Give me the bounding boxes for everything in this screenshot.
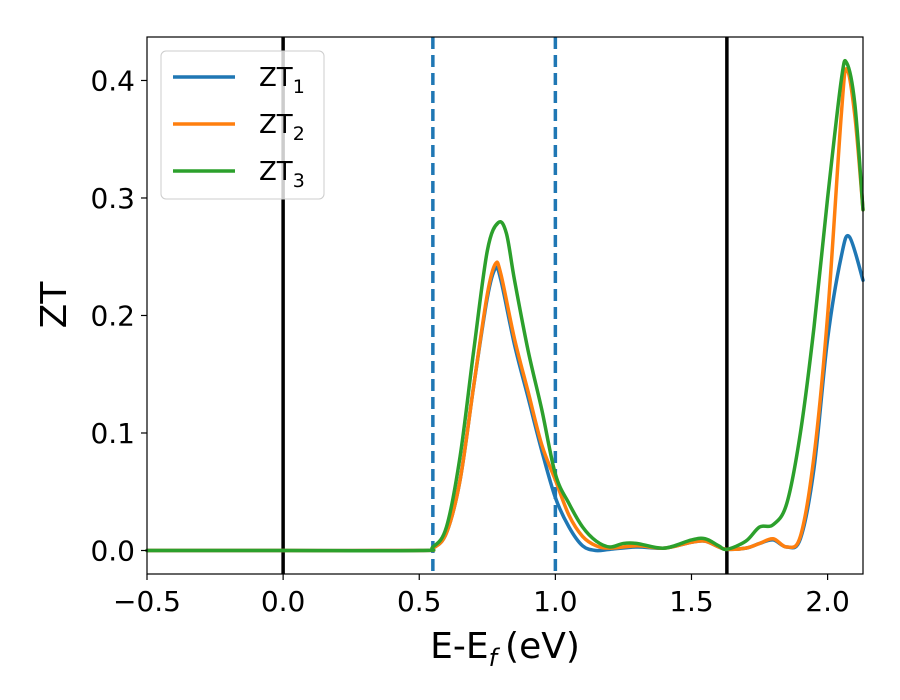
x-axis-label-unit: (eV) bbox=[505, 626, 580, 667]
y-axis-label: ZT bbox=[34, 281, 75, 329]
legend-label-zt2: ZT2 bbox=[259, 110, 305, 145]
x-axis-label: E-Ef (eV) bbox=[430, 626, 580, 672]
x-tick-label: 0.5 bbox=[397, 585, 442, 618]
x-tick-label: 1.0 bbox=[533, 585, 578, 618]
series-line-zt3 bbox=[145, 59, 865, 553]
legend-label-zt3: ZT3 bbox=[259, 157, 305, 192]
legend: ZT1 ZT2 ZT3 bbox=[160, 50, 325, 200]
legend-label-zt1: ZT1 bbox=[259, 63, 305, 98]
x-tick-label: 1.5 bbox=[669, 585, 714, 618]
x-axis-label-subscript: f bbox=[489, 644, 501, 672]
series-lines bbox=[145, 59, 865, 553]
plot-frame bbox=[146, 36, 864, 575]
y-tick-label: 0.4 bbox=[90, 64, 135, 97]
y-tick-label: 0.0 bbox=[90, 534, 135, 567]
legend-entries: ZT1 ZT2 ZT3 bbox=[173, 63, 305, 192]
x-tick-label: 0.0 bbox=[261, 585, 306, 618]
y-axis-ticks: 0.0 0.1 0.2 0.3 0.4 bbox=[90, 64, 147, 567]
y-tick-label: 0.2 bbox=[90, 299, 135, 332]
y-tick-label: 0.1 bbox=[90, 417, 135, 450]
x-axis-ticks: −0.5 0.0 0.5 1.0 1.5 2.0 bbox=[113, 574, 850, 618]
x-tick-label: −0.5 bbox=[113, 585, 181, 618]
legend-box bbox=[160, 50, 325, 200]
x-tick-label: 2.0 bbox=[805, 585, 850, 618]
y-tick-label: 0.3 bbox=[90, 182, 135, 215]
